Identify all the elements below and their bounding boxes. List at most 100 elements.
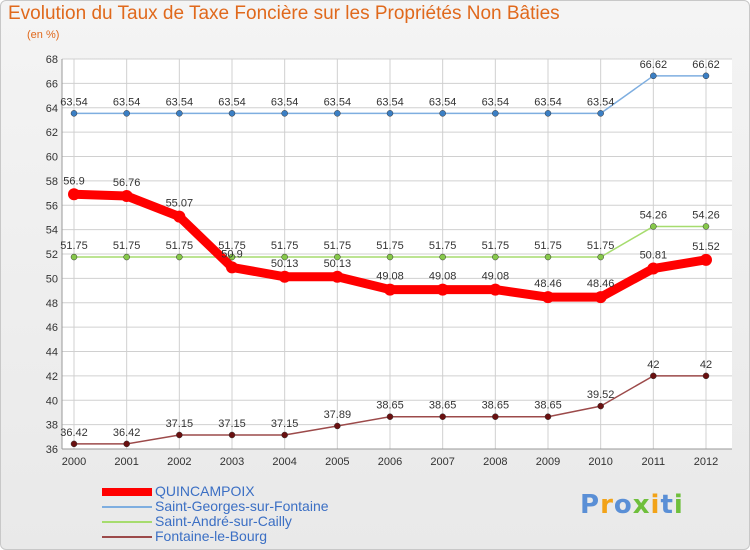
y-tick-label: 54 (46, 225, 58, 237)
y-tick-label: 62 (46, 127, 58, 139)
logo-letter: P (580, 490, 601, 520)
data-point (228, 110, 236, 117)
data-point (492, 413, 499, 420)
data-point (544, 413, 552, 420)
x-tick-label: 2004 (272, 456, 296, 468)
y-tick-label: 38 (46, 420, 58, 432)
data-label: 51.75 (218, 240, 246, 252)
data-point (281, 431, 288, 439)
data-label: 50.13 (324, 258, 352, 270)
data-point (492, 253, 499, 261)
data-point (226, 261, 238, 274)
y-tick-label: 58 (46, 176, 58, 188)
logo-letter: x (632, 490, 651, 520)
data-point (650, 372, 657, 380)
data-label: 36.42 (60, 427, 88, 439)
data-label: 50.13 (271, 258, 299, 270)
y-tick-label: 46 (46, 322, 58, 334)
data-label: 51.75 (166, 240, 194, 252)
data-label: 63.54 (271, 96, 299, 108)
data-point (702, 372, 710, 380)
y-tick-label: 42 (46, 371, 58, 383)
data-point (70, 110, 78, 117)
x-tick-label: 2002 (167, 456, 191, 468)
data-point (702, 72, 710, 80)
data-point (439, 253, 446, 261)
data-point (386, 110, 394, 117)
x-tick-label: 2003 (220, 456, 244, 468)
data-point (597, 253, 604, 261)
data-label: 39.52 (587, 389, 615, 401)
data-label: 38.65 (534, 400, 562, 412)
data-label: 63.54 (376, 96, 404, 108)
data-point (281, 110, 288, 117)
data-label: 51.75 (429, 240, 457, 252)
proxiti-logo: Proxiti (580, 490, 684, 520)
y-tick-label: 52 (46, 249, 58, 261)
data-label: 56.9 (63, 175, 84, 187)
x-tick-label: 2009 (536, 456, 560, 468)
data-label: 38.65 (429, 400, 457, 412)
data-label: 37.15 (218, 418, 246, 430)
data-point (334, 422, 341, 430)
x-tick-label: 2000 (62, 456, 86, 468)
data-point (70, 440, 78, 448)
data-label: 63.54 (587, 96, 615, 108)
data-point (228, 431, 236, 439)
y-tick-label: 68 (46, 54, 58, 66)
logo-letter: r (600, 490, 614, 520)
y-tick-label: 50 (46, 273, 58, 285)
y-tick-label: 44 (46, 347, 58, 359)
data-label: 48.46 (534, 278, 562, 290)
y-tick-label: 66 (46, 78, 58, 90)
data-label: 63.54 (429, 96, 457, 108)
legend-label: Saint-Georges-sur-Fontaine (155, 498, 329, 514)
legend-swatch (102, 506, 152, 508)
data-point (386, 413, 394, 420)
x-tick-label: 2011 (642, 456, 666, 468)
data-label: 63.54 (218, 96, 246, 108)
data-label: 36.42 (113, 427, 141, 439)
data-label: 37.89 (324, 409, 352, 421)
data-point (439, 110, 446, 117)
y-tick-label: 56 (46, 200, 58, 212)
x-tick-label: 2010 (588, 456, 612, 468)
data-label: 51.75 (376, 240, 404, 252)
logo-letter: t (660, 490, 674, 520)
data-point (650, 223, 657, 230)
y-tick-label: 36 (46, 444, 58, 456)
data-point (594, 291, 607, 304)
data-point (70, 253, 78, 261)
data-point (650, 72, 657, 80)
data-label: 63.54 (60, 96, 88, 108)
data-point (597, 110, 604, 117)
x-tick-label: 2007 (430, 456, 454, 468)
data-point (489, 283, 502, 296)
data-label: 51.75 (271, 240, 299, 252)
data-label: 51.52 (692, 241, 720, 253)
y-tick-label: 40 (46, 395, 58, 407)
data-point (123, 253, 130, 261)
y-tick-label: 64 (46, 103, 58, 115)
data-label: 42 (647, 359, 659, 371)
data-label: 63.54 (324, 96, 352, 108)
data-point (281, 253, 288, 261)
x-tick-label: 2008 (483, 456, 507, 468)
data-label: 49.08 (376, 271, 404, 283)
data-label: 54.26 (692, 209, 720, 221)
data-label: 56.76 (113, 177, 141, 189)
data-label: 51.75 (482, 240, 510, 252)
data-label: 51.75 (534, 240, 562, 252)
data-point (176, 253, 183, 261)
data-point (544, 253, 552, 261)
data-label: 48.46 (587, 278, 615, 290)
data-label: 42 (700, 359, 712, 371)
legend-swatch (102, 521, 152, 523)
data-point (386, 253, 394, 261)
data-point (439, 413, 446, 420)
data-label: 49.08 (429, 271, 457, 283)
data-label: 38.65 (482, 400, 510, 412)
data-label: 51.75 (60, 240, 88, 252)
x-tick-label: 2005 (325, 456, 349, 468)
